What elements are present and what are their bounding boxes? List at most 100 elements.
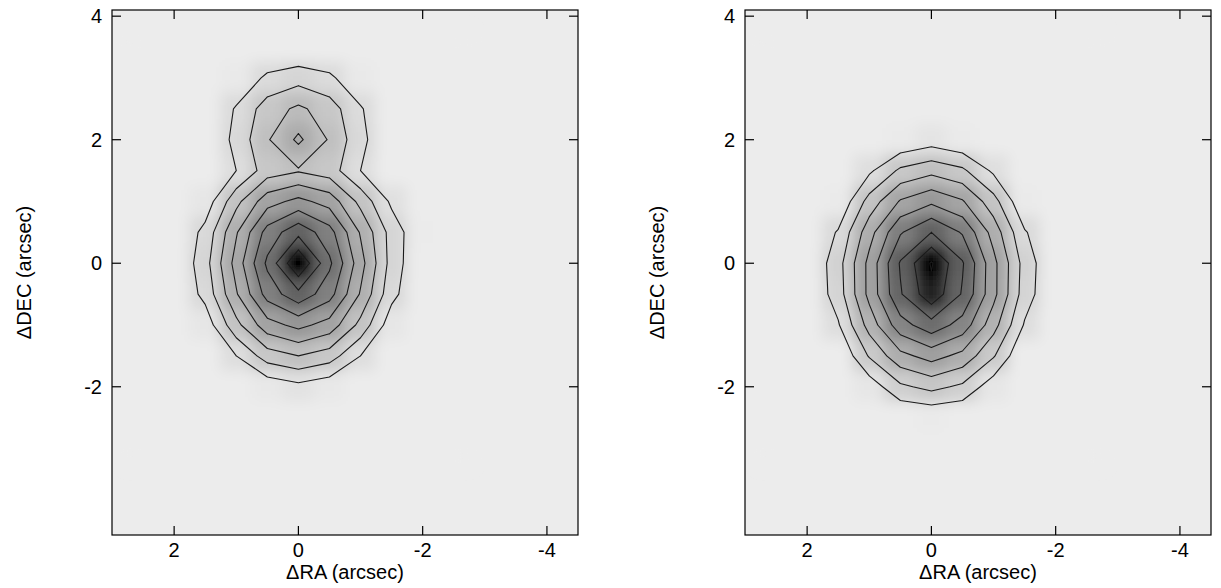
tick: [1202, 16, 1211, 17]
tick: [112, 263, 121, 264]
cell: [407, 402, 439, 434]
background: [745, 10, 1211, 535]
cell: [884, 93, 916, 125]
tick-label: 4: [91, 5, 102, 27]
cell: [946, 31, 978, 63]
cell: [760, 216, 792, 248]
tick: [569, 263, 578, 264]
tick: [807, 10, 808, 19]
frame: [745, 10, 1211, 535]
cell: [220, 247, 252, 279]
cell: [438, 216, 470, 248]
tick: [546, 10, 547, 19]
cell: [853, 216, 885, 248]
cell: [251, 216, 283, 248]
cell: [345, 309, 377, 341]
frame: [112, 10, 578, 535]
cell: [282, 371, 314, 403]
cell: [376, 93, 408, 125]
cell: [791, 278, 823, 310]
tick-label: 4: [724, 5, 735, 27]
contour: [221, 105, 376, 356]
cell: [438, 186, 470, 218]
cell: [760, 155, 792, 187]
cell: [1009, 93, 1041, 125]
cell: [251, 247, 283, 279]
cell: [313, 309, 345, 341]
cell: [1071, 371, 1103, 403]
tick: [1202, 386, 1211, 387]
cell: [376, 340, 408, 372]
cell: [1040, 186, 1072, 218]
cell: [313, 155, 345, 187]
cell: [915, 124, 947, 156]
tick-label: 0: [293, 539, 304, 561]
cell: [158, 155, 190, 187]
cell: [760, 62, 792, 94]
tick-label: 2: [802, 539, 813, 561]
cell: [946, 155, 978, 187]
axis-title: ΔDEC (arcsec): [646, 206, 668, 339]
cell: [791, 31, 823, 63]
cell: [1009, 340, 1041, 372]
cell: [376, 186, 408, 218]
background: [112, 10, 578, 535]
cell: [220, 433, 252, 465]
tick-label: -2: [1047, 539, 1065, 561]
cell: [1009, 62, 1041, 94]
cell: [760, 124, 792, 156]
cell: [376, 31, 408, 63]
cell: [1040, 278, 1072, 310]
cell: [791, 93, 823, 125]
cell: [251, 371, 283, 403]
cell: [313, 124, 345, 156]
cell: [220, 124, 252, 156]
cell: [853, 124, 885, 156]
cell: [791, 309, 823, 341]
cell: [282, 124, 314, 156]
cell: [282, 433, 314, 465]
cell: [791, 216, 823, 248]
cell: [345, 124, 377, 156]
cell: [407, 155, 439, 187]
tick: [745, 386, 754, 387]
cell: [1040, 340, 1072, 372]
cell: [978, 93, 1010, 125]
cell: [158, 402, 190, 434]
cell: [915, 186, 947, 218]
cell: [127, 371, 159, 403]
cell: [884, 433, 916, 465]
cell: [407, 216, 439, 248]
cell: [127, 278, 159, 310]
cell: [220, 402, 252, 434]
tick-label: 2: [724, 129, 735, 151]
tick: [1055, 526, 1056, 535]
cell: [282, 186, 314, 218]
cell: [345, 247, 377, 279]
cell: [915, 93, 947, 125]
contour: [866, 190, 997, 362]
cell: [822, 31, 854, 63]
axis-title: ΔRA (arcsec): [919, 561, 1037, 583]
cell: [313, 216, 345, 248]
cell: [251, 402, 283, 434]
cell: [884, 216, 916, 248]
cell: [1071, 186, 1103, 218]
contour: [843, 161, 1020, 391]
tick: [174, 10, 175, 19]
cell: [1071, 247, 1103, 279]
cell: [282, 402, 314, 434]
tick: [298, 10, 299, 19]
cell: [822, 186, 854, 218]
cell: [1040, 309, 1072, 341]
tick: [112, 139, 121, 140]
contour: [930, 262, 933, 271]
cell: [158, 62, 190, 94]
cell: [189, 62, 221, 94]
cell: [1040, 62, 1072, 94]
contour: [232, 134, 365, 343]
cell: [915, 247, 947, 279]
contour: [287, 250, 309, 277]
cell: [251, 124, 283, 156]
cell: [189, 186, 221, 218]
